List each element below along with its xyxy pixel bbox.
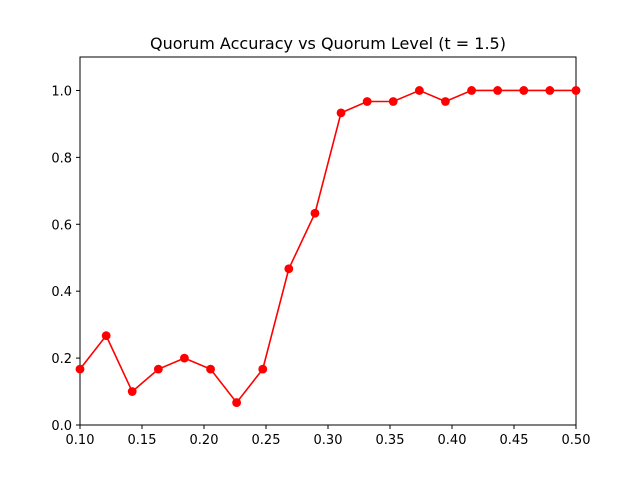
- data-point: [75, 364, 85, 374]
- data-point: [467, 86, 476, 95]
- data-point: [206, 364, 215, 374]
- plot-area: 0.10 0.15 0.20 0.25 0.30 0.35 0.40 0.45 0.50 0.0 0…: [51, 56, 591, 448]
- data-point: [545, 86, 555, 95]
- x-tick-label: 0.25: [252, 433, 281, 448]
- data-point: [284, 264, 294, 274]
- data-point: [127, 387, 137, 396]
- data-point: [571, 86, 581, 95]
- data-point: [519, 86, 529, 95]
- chart-title: Quorum Accuracy vs Quorum Level (t = 1.5…: [150, 34, 506, 53]
- data-point: [180, 353, 189, 363]
- data-point: [493, 86, 503, 95]
- x-tick-label: 0.10: [66, 433, 95, 448]
- y-tick-label: 0.8: [51, 151, 72, 166]
- data-point: [310, 208, 320, 218]
- x-tick-label: 0.15: [128, 433, 157, 448]
- y-tick-label: 0.0: [51, 419, 72, 434]
- data-point: [336, 108, 346, 118]
- data-point: [258, 364, 268, 374]
- data-point: [153, 364, 163, 374]
- x-tick-label: 0.30: [314, 433, 343, 448]
- data-point: [362, 97, 372, 106]
- x-tick-label: 0.45: [500, 433, 529, 448]
- data-point: [232, 398, 242, 407]
- data-point: [441, 97, 450, 106]
- data-point: [414, 86, 424, 95]
- x-tick-label: 0.35: [376, 433, 405, 448]
- data-point: [101, 331, 111, 341]
- x-tick-label: 0.50: [562, 433, 591, 448]
- y-tick-label: 0.2: [51, 352, 72, 367]
- y-tick-label: 1.0: [51, 84, 72, 99]
- x-tick-label: 0.20: [190, 433, 219, 448]
- y-tick-label: 0.6: [51, 218, 72, 233]
- y-tick-label: 0.4: [51, 285, 72, 300]
- x-tick-label: 0.40: [438, 433, 467, 448]
- data-point: [388, 97, 398, 106]
